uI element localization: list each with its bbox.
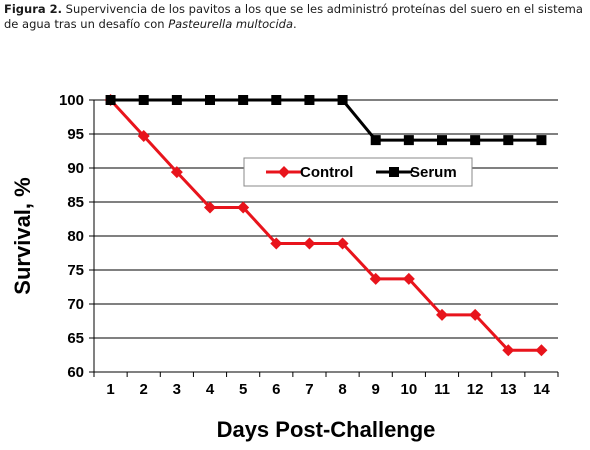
- control-point-2: [137, 130, 150, 143]
- y-tick-labels: 60 65 70 75 80 85 90 95 100: [59, 92, 84, 381]
- control-point-8: [336, 237, 349, 250]
- figure-caption: Figura 2. Supervivencia de los pavitos a…: [4, 2, 588, 32]
- y-tick-label-80: 80: [67, 228, 84, 245]
- legend-serum-marker: [389, 167, 399, 177]
- legend-control-marker: [278, 166, 290, 178]
- x-tick-label-13: 13: [500, 381, 517, 398]
- control-point-3: [170, 166, 183, 179]
- control-point-14: [535, 344, 548, 357]
- y-tick-label-70: 70: [67, 296, 84, 313]
- x-tick-label-4: 4: [206, 381, 215, 398]
- caption-end: .: [293, 17, 297, 31]
- caption-species: Pasteurella multocida: [168, 17, 294, 31]
- serum-point-12: [470, 135, 481, 146]
- y-tick-label-100: 100: [59, 92, 84, 109]
- caption-label: Figura 2.: [4, 2, 63, 16]
- x-tick-label-5: 5: [239, 381, 247, 398]
- x-tick-label-8: 8: [338, 381, 346, 398]
- serum-series-line: [110, 98, 542, 142]
- legend-control-label: Control: [300, 164, 353, 181]
- control-point-5: [237, 201, 250, 214]
- serum-point-7: [304, 95, 315, 105]
- x-tick-label-1: 1: [106, 381, 114, 398]
- y-tick-label-90: 90: [67, 160, 84, 177]
- control-point-4: [204, 201, 216, 214]
- control-point-9: [369, 272, 382, 285]
- serum-point-9: [370, 135, 381, 146]
- control-point-7: [303, 237, 316, 250]
- serum-point-5: [238, 95, 249, 105]
- serum-point-11: [437, 135, 447, 146]
- y-tick-label-95: 95: [67, 126, 84, 143]
- series-layer: [104, 94, 548, 357]
- serum-point-14: [536, 135, 547, 146]
- control-point-10: [402, 272, 415, 285]
- x-tick-label-3: 3: [173, 381, 181, 398]
- control-point-6: [270, 237, 283, 250]
- x-tick-label-14: 14: [533, 381, 550, 398]
- y-tick-label-85: 85: [67, 194, 84, 211]
- control-point-12: [469, 308, 482, 321]
- serum-point-10: [403, 135, 414, 146]
- serum-point-6: [271, 95, 282, 105]
- serum-point-2: [138, 95, 149, 105]
- x-tick-label-9: 9: [372, 381, 380, 398]
- control-point-13: [502, 344, 515, 357]
- control-point-11: [436, 308, 448, 321]
- x-tick-label-7: 7: [305, 381, 313, 398]
- y-tick-label-65: 65: [67, 330, 84, 347]
- y-tick-label-75: 75: [67, 262, 84, 279]
- serum-point-8: [337, 95, 348, 105]
- x-tick-label-2: 2: [140, 381, 148, 398]
- legend: Control Serum: [243, 157, 473, 187]
- y-axis-title: Survival, %: [10, 177, 35, 294]
- x-tick-labels: 1 2 3 4 5 6 7 8 9 10 11 12 13 14: [106, 381, 550, 398]
- x-tick-label-11: 11: [434, 381, 450, 398]
- x-tick-label-6: 6: [272, 381, 280, 398]
- legend-serum-label: Serum: [410, 164, 457, 181]
- serum-point-1: [105, 95, 116, 105]
- caption-text: Supervivencia de los pavitos a los que s…: [4, 2, 583, 31]
- x-tick-label-10: 10: [401, 381, 418, 398]
- serum-point-13: [503, 135, 514, 146]
- x-tick-label-12: 12: [467, 381, 484, 398]
- axes: [89, 99, 559, 377]
- y-tick-label-60: 60: [67, 364, 84, 381]
- serum-point-4: [205, 95, 215, 105]
- serum-point-3: [171, 95, 182, 105]
- x-axis-title: Days Post-Challenge: [217, 417, 436, 442]
